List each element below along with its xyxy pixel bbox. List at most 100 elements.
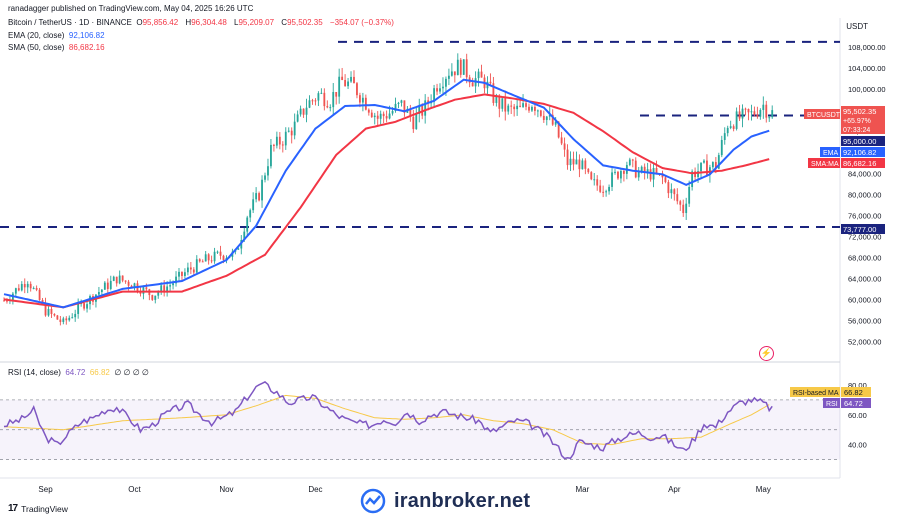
candle-body [691,171,694,188]
candle-body [480,71,483,78]
candle-body [504,98,507,112]
candle-body [367,109,370,113]
low-label: L [234,18,239,27]
price-tick-label: 72,000.00 [848,232,881,241]
candle-body [97,292,100,295]
candle-body [599,185,602,192]
candle-body [272,144,275,146]
symbol-ohlc-line: Bitcoin / TetherUS · 1D · BINANCE O95,85… [8,18,399,27]
candle-body [424,100,427,116]
candle-body [184,272,186,276]
candle-body [557,121,560,138]
candle-body [590,172,593,180]
candle-body [673,189,676,195]
candle-body [649,169,652,180]
rsi-value-badge-text: 64.72 [844,399,863,408]
price-badge-change: +65.97% [843,118,871,125]
time-tick-label: Mar [575,485,589,494]
rsi-tick-label: 80.00 [848,381,867,390]
candle-body [172,283,174,286]
candle-body [536,110,539,112]
candle-body [664,177,667,183]
candle-body [270,144,272,167]
candle-body [703,160,705,163]
candle-body [186,267,189,273]
candle-body [771,110,774,118]
candle-body [103,282,106,290]
candle-body [581,160,584,170]
candle-body [284,131,287,146]
candle-body [133,283,136,288]
candle-body [747,109,750,113]
candle-body [47,308,50,316]
candle-body [106,282,109,289]
candle-body [685,203,688,214]
candle-body [714,162,717,169]
candle-body [373,115,376,118]
candle-body [332,92,335,108]
candle-body [620,170,622,179]
candle-body [676,194,679,202]
price-tick-label: 68,000.00 [848,253,881,262]
candle-body [655,167,658,174]
candle-body [756,114,759,117]
tradingview-logo[interactable]: 17 TradingView [8,503,68,514]
candle-body [181,271,183,276]
candle-body [323,92,326,107]
candle-body [694,171,697,178]
price-tick-label: 80,000.00 [848,190,881,199]
candle-body [492,83,495,103]
candle-body [436,88,438,92]
candle-body [293,121,296,136]
candle-body [542,115,545,120]
candle-body [643,166,646,174]
candle-body [62,318,65,322]
candle-body [385,116,388,119]
candle-body [465,59,468,78]
level-73-badge-text: 73,777.00 [843,225,876,234]
sma-legend[interactable]: SMA (50, close) 86,682.16 [8,43,105,52]
candle-body [382,113,385,117]
candle-body [744,108,747,110]
high-label: H [185,18,192,27]
candle-body [86,304,88,309]
candle-body [572,158,575,165]
candle-body [605,191,608,193]
candle-body [145,287,148,290]
candle-body [20,284,23,291]
candle-body [296,114,299,122]
candle-body [59,319,62,322]
flash-alert-icon[interactable]: ⚡ [759,346,774,361]
candle-body [308,100,311,108]
candle-body [400,100,403,103]
ema-legend[interactable]: EMA (20, close) 92,106.82 [8,31,105,40]
candle-body [329,107,332,109]
candle-body [397,102,400,104]
sma-legend-label: SMA (50, close) [8,43,65,52]
candle-body [246,217,249,232]
candle-body [109,280,112,289]
candle-body [118,275,121,284]
time-axis-labels: Sep Oct Nov Dec Mar Apr May [38,485,770,494]
candle-body [23,284,26,288]
candle-body [314,100,317,102]
candle-body [688,187,691,204]
candle-body [596,179,599,186]
change-value: −354.07 (−0.37%) [329,18,394,27]
candle-body [433,88,435,102]
candle-body [750,111,753,113]
candle-body [501,98,504,109]
candle-body [670,189,673,194]
rsi-line [3,381,773,460]
candle-body [379,113,382,119]
candle-body [74,313,77,318]
rsi-legend[interactable]: RSI (14, close) 64.72 66.82 ∅ ∅ ∅ ∅ [8,368,149,377]
candle-body [41,299,44,303]
candle-body [427,100,430,104]
candle-body [753,111,756,115]
price-tick-label: 52,000.00 [848,337,881,346]
rsi-legend-value: 64.72 [65,368,86,377]
candle-body [545,116,548,120]
candle-body [391,110,394,114]
